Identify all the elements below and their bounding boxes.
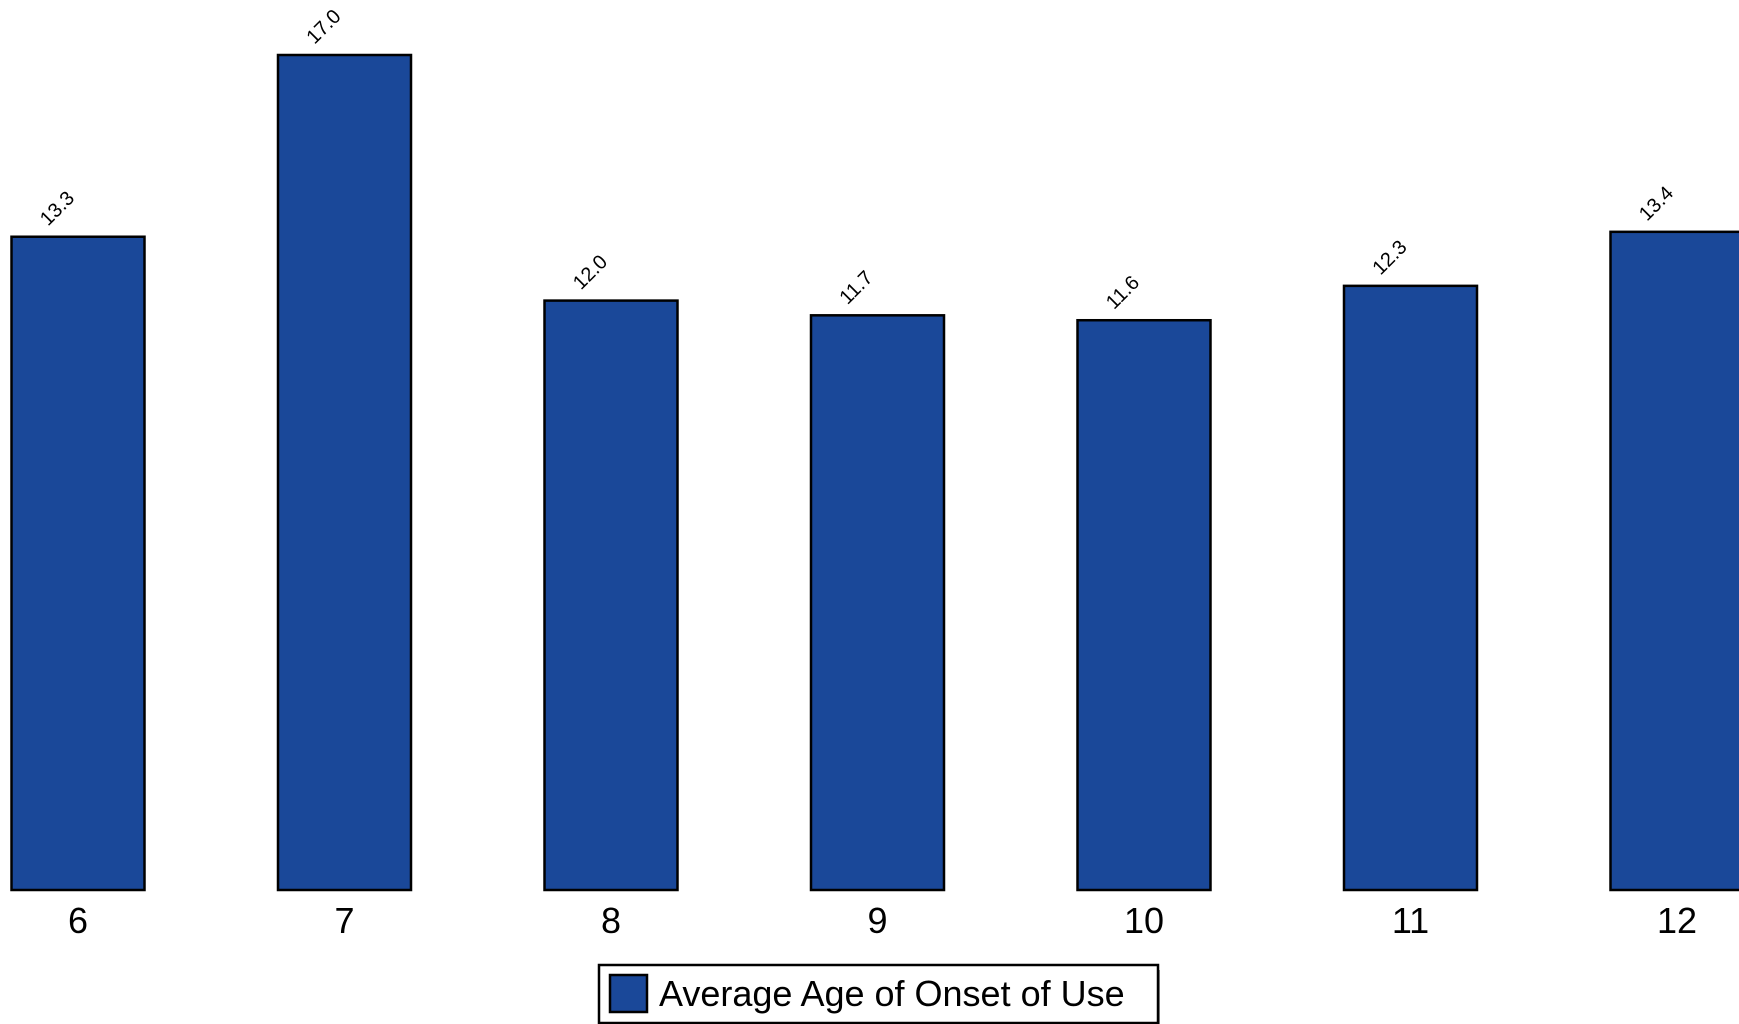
category-label-6: 6 <box>68 900 88 941</box>
bar-9 <box>809 314 946 892</box>
value-label-11: 12.3 <box>1368 236 1411 279</box>
value-label-7: 17.0 <box>302 5 345 48</box>
category-label-7: 7 <box>334 900 354 941</box>
bar-7 <box>276 53 413 892</box>
category-label-10: 10 <box>1124 900 1164 941</box>
category-labels-group: 6 7 8 9 10 11 12 <box>68 900 1697 941</box>
bars-group <box>10 53 1739 892</box>
legend-box <box>597 963 1160 1024</box>
category-label-12: 12 <box>1657 900 1697 941</box>
bar-11 <box>1342 284 1479 892</box>
legend-swatch <box>608 973 649 1014</box>
value-label-9: 11.7 <box>835 267 877 309</box>
legend: Average Age of Onset of Use <box>597 963 1160 1024</box>
category-label-11: 11 <box>1392 900 1429 941</box>
category-label-8: 8 <box>601 900 621 941</box>
value-label-8: 12.0 <box>569 251 612 294</box>
bar-10 <box>1076 318 1212 892</box>
legend-label: Average Age of Onset of Use <box>659 973 1125 1014</box>
bar-8 <box>543 299 679 892</box>
value-label-10: 11.6 <box>1102 272 1144 314</box>
bar-6 <box>10 235 146 892</box>
value-label-6: 13.3 <box>36 187 79 230</box>
bar-12 <box>1609 230 1739 892</box>
category-label-9: 9 <box>867 900 887 941</box>
value-label-12: 13.4 <box>1635 182 1678 225</box>
